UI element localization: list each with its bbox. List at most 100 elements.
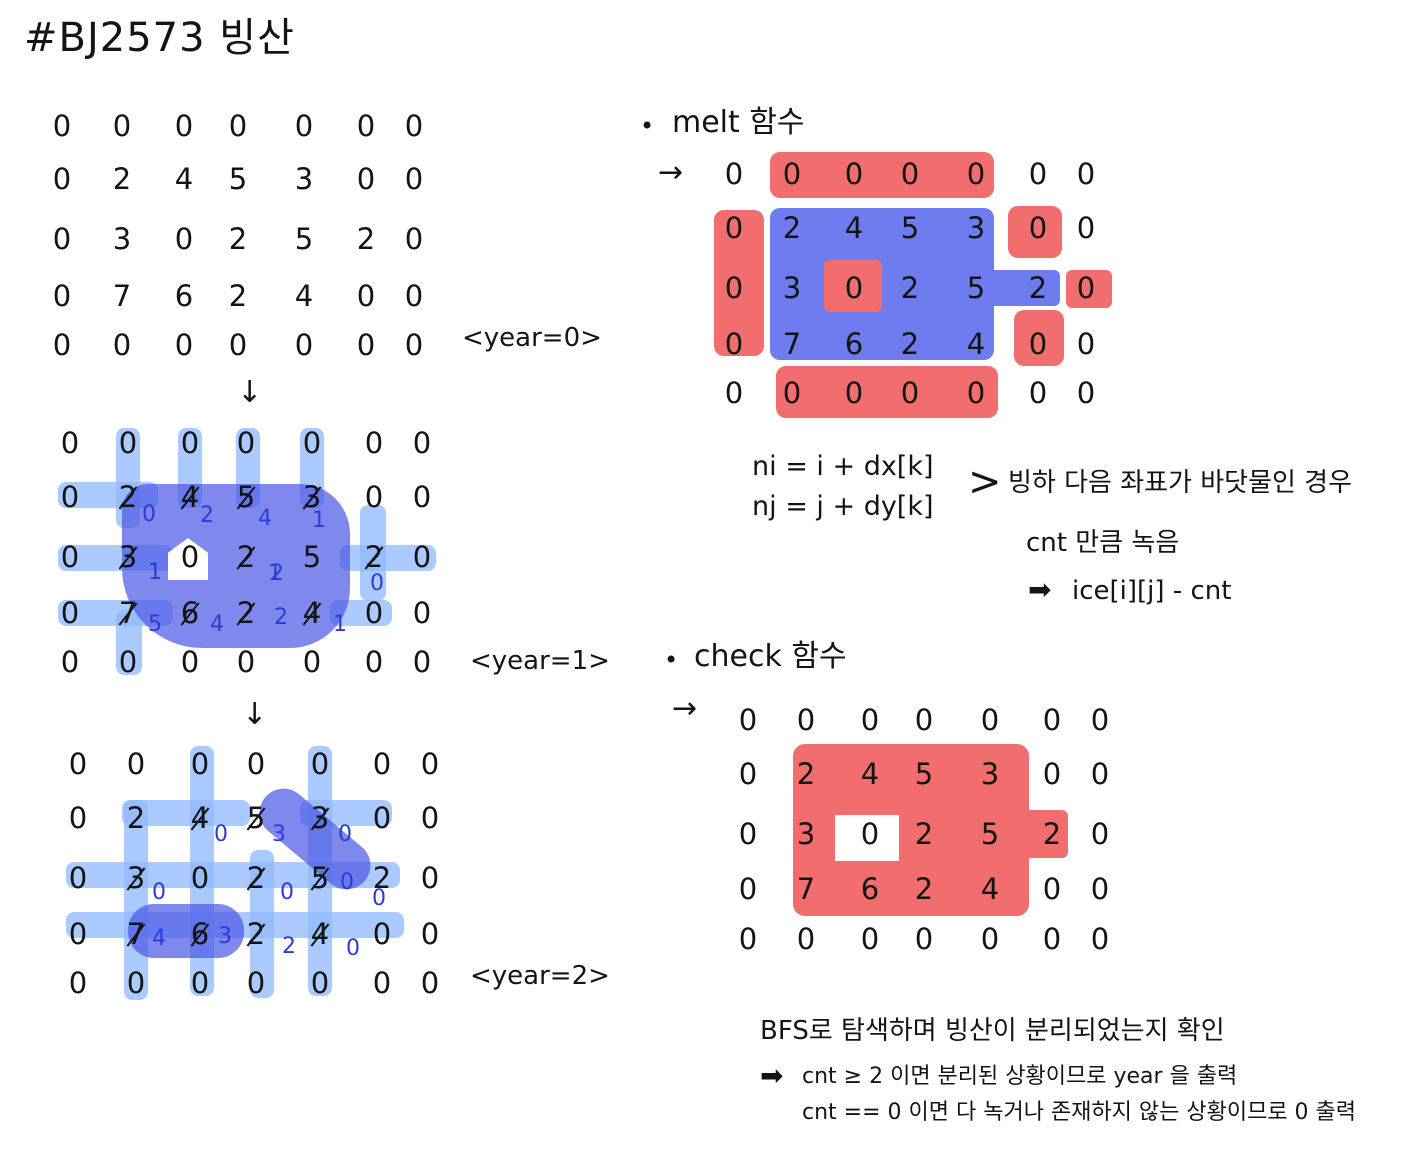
- grid-cell-r2-c5: 2: [1042, 817, 1062, 851]
- grid-cell-r2-c1: 3: [782, 271, 802, 305]
- grid-cell-r2-c3: 2: [914, 817, 934, 851]
- grid-cell-r4-c5: 0: [372, 966, 392, 1000]
- grid-cell-r1-c0: 0: [738, 757, 758, 791]
- grid-cell-r4-c1: 0: [126, 966, 146, 1000]
- grid-cell-r2-c0: 0: [68, 861, 88, 895]
- grid-cell-r2-c2: 0: [860, 817, 880, 851]
- grid-cell-r1-c1: 2: [796, 757, 816, 791]
- grid-cell-r1-c2: 4: [168, 479, 212, 515]
- grid-cell-r0-c6: 0: [1076, 157, 1096, 191]
- grid-cell-r4-c3: 0: [914, 922, 934, 956]
- grid-cell-r3-c0: 0: [724, 327, 744, 361]
- grid-cell-r0-c0: 0: [60, 426, 80, 460]
- grid-cell-r3-c5: 0: [356, 279, 376, 313]
- down-arrow-1: ↓: [237, 375, 263, 410]
- grid-cell-r1-c6: 0: [1076, 211, 1096, 245]
- grid-cell-r2-c6: 0: [420, 861, 440, 895]
- grid-cell-r3-c6: 0: [1076, 327, 1096, 361]
- grid-cell-r0-c6: 0: [1090, 703, 1110, 737]
- grid-cell-r2-c3: 2: [224, 539, 268, 575]
- grid-cell-r0-c3: 0: [246, 747, 266, 781]
- melt-result-arrow: ➡: [1028, 573, 1052, 606]
- subscript-value: 0: [372, 886, 386, 911]
- grid-cell-r0-c0: 0: [68, 747, 88, 781]
- grid-cell-r0-c4: 0: [980, 703, 1000, 737]
- grid-cell-r1-c5: 0: [364, 480, 384, 514]
- grid-cell-r2-c6: 0: [1076, 271, 1096, 305]
- check-heading: check 함수: [694, 639, 847, 674]
- melt-arrow: →: [658, 155, 684, 190]
- grid-cell-r1-c4: 3: [980, 757, 1000, 791]
- subscript-value: 0: [340, 870, 354, 895]
- grid-cell-r3-c5: 0: [364, 596, 384, 630]
- grid-cell-r4-c4: 0: [294, 328, 314, 362]
- grid-cell-r4-c0: 0: [738, 922, 758, 956]
- melt-bullet: •: [640, 112, 655, 140]
- grid-cell-r0-c4: 0: [302, 426, 322, 460]
- grid-cell-r4-c4: 0: [966, 376, 986, 410]
- grid-cell-r3-c6: 0: [420, 917, 440, 951]
- grid-cell-r3-c2: 6: [174, 279, 194, 313]
- subscript-value: 4: [258, 506, 272, 531]
- grid-cell-r2-c4: 5: [980, 817, 1000, 851]
- subscript-value: 2: [282, 934, 296, 959]
- subscript-value: 4: [152, 926, 166, 951]
- grid-cell-r3-c1: 7: [796, 872, 816, 906]
- melt-action: cnt 만큼 녹음: [1026, 528, 1180, 558]
- grid-cell-r1-c5: 0: [1028, 211, 1048, 245]
- grid-cell-r1-c6: 0: [1090, 757, 1110, 791]
- grid-cell-r4-c5: 0: [356, 328, 376, 362]
- grid-cell-r4-c3: 0: [236, 645, 256, 679]
- grid-cell-r4-c4: 0: [310, 966, 330, 1000]
- grid-cell-r3-c3: 2: [914, 872, 934, 906]
- grid-cell-r1-c4: 3: [290, 479, 334, 515]
- grid-cell-r2-c0: 0: [724, 271, 744, 305]
- grid-cell-r0-c4: 0: [966, 157, 986, 191]
- grid-cell-r0-c5: 0: [356, 109, 376, 143]
- grid-cell-r2-c4: 5: [966, 271, 986, 305]
- grid-cell-r0-c2: 0: [190, 747, 210, 781]
- check-line1: BFS로 탐색하며 빙산이 분리되었는지 확인: [760, 1016, 1225, 1046]
- page-title: #BJ2573 빙산: [24, 15, 295, 61]
- grid-cell-r0-c5: 0: [1028, 157, 1048, 191]
- grid-cell-r1-c4: 3: [294, 162, 314, 196]
- grid-cell-r0-c6: 0: [404, 109, 424, 143]
- grid-cell-r4-c5: 0: [1042, 922, 1062, 956]
- grid-cell-r3-c4: 4: [298, 916, 342, 952]
- grid-cell-r3-c4: 4: [294, 279, 314, 313]
- grid-cell-r1-c6: 0: [404, 162, 424, 196]
- grid-cell-r4-c0: 0: [724, 376, 744, 410]
- grid-cell-r0-c1: 0: [126, 747, 146, 781]
- subscript-value: 0: [152, 880, 166, 905]
- grid-cell-r0-c6: 0: [420, 747, 440, 781]
- grid-cell-r1-c1: 2: [112, 162, 132, 196]
- grid-cell-r1-c0: 0: [724, 211, 744, 245]
- check-line3: cnt == 0 이면 다 녹거나 존재하지 않는 상황이므로 0 출력: [802, 1100, 1357, 1125]
- grid-cell-r0-c2: 0: [180, 426, 200, 460]
- subscript-value: 0: [338, 822, 352, 847]
- melt-heading: melt 함수: [672, 105, 805, 140]
- grid-cell-r0-c1: 0: [782, 157, 802, 191]
- grid-cell-r4-c4: 0: [302, 645, 322, 679]
- grid-cell-r0-c3: 0: [914, 703, 934, 737]
- grid-cell-r1-c5: 0: [356, 162, 376, 196]
- grid-cell-r2-c5: 2: [356, 222, 376, 256]
- label-year1: <year=1>: [470, 646, 610, 676]
- grid-cell-r4-c2: 0: [844, 376, 864, 410]
- grid-cell-r2-c3: 2: [234, 860, 278, 896]
- grid-cell-r2-c0: 0: [52, 222, 72, 256]
- grid-cell-r1-c5: 0: [1042, 757, 1062, 791]
- grid-cell-r3-c2: 6: [844, 327, 864, 361]
- grid-cell-r4-c5: 0: [1028, 376, 1048, 410]
- grid-cell-r4-c2: 0: [860, 922, 880, 956]
- grid-cell-r4-c4: 0: [980, 922, 1000, 956]
- subscript-value: 0: [142, 502, 156, 527]
- subscript-value: 0: [280, 880, 294, 905]
- grid-cell-r0-c6: 0: [412, 426, 432, 460]
- subscript-value: 1: [268, 561, 282, 586]
- grid-cell-r4-c1: 0: [112, 328, 132, 362]
- melt-code-nj: nj = j + dy[k]: [752, 491, 934, 522]
- grid-cell-r2-c1: 3: [112, 222, 132, 256]
- grid-cell-r0-c2: 0: [174, 109, 194, 143]
- grid-cell-r3-c0: 0: [52, 279, 72, 313]
